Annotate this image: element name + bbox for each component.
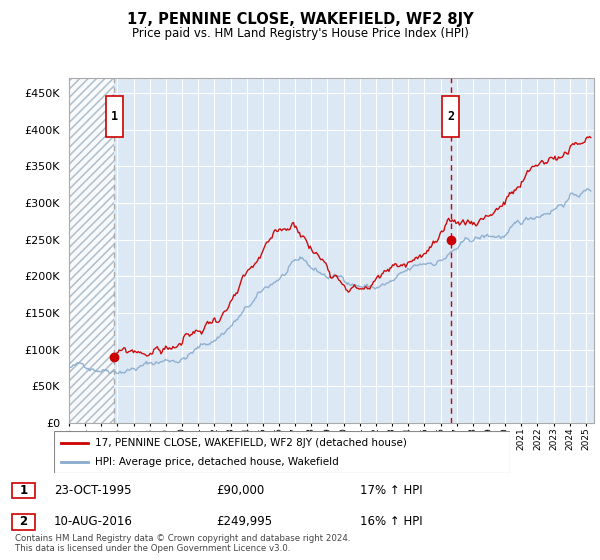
Text: 2: 2 bbox=[447, 110, 454, 123]
Text: 17% ↑ HPI: 17% ↑ HPI bbox=[360, 484, 422, 497]
FancyBboxPatch shape bbox=[106, 96, 123, 137]
Text: £249,995: £249,995 bbox=[216, 515, 272, 529]
Bar bbox=[69, 78, 115, 423]
Text: 17, PENNINE CLOSE, WAKEFIELD, WF2 8JY: 17, PENNINE CLOSE, WAKEFIELD, WF2 8JY bbox=[127, 12, 473, 27]
Bar bbox=[69, 78, 115, 423]
Text: HPI: Average price, detached house, Wakefield: HPI: Average price, detached house, Wake… bbox=[95, 457, 339, 467]
Text: 23-OCT-1995: 23-OCT-1995 bbox=[54, 484, 131, 497]
Text: 1: 1 bbox=[19, 484, 28, 497]
FancyBboxPatch shape bbox=[442, 96, 460, 137]
Bar bbox=[69, 78, 115, 423]
Text: Price paid vs. HM Land Registry's House Price Index (HPI): Price paid vs. HM Land Registry's House … bbox=[131, 27, 469, 40]
Text: 2: 2 bbox=[19, 515, 28, 529]
Text: £90,000: £90,000 bbox=[216, 484, 264, 497]
Text: 10-AUG-2016: 10-AUG-2016 bbox=[54, 515, 133, 529]
Text: Contains HM Land Registry data © Crown copyright and database right 2024.
This d: Contains HM Land Registry data © Crown c… bbox=[15, 534, 350, 553]
Text: 17, PENNINE CLOSE, WAKEFIELD, WF2 8JY (detached house): 17, PENNINE CLOSE, WAKEFIELD, WF2 8JY (d… bbox=[95, 437, 407, 447]
Text: 1: 1 bbox=[111, 110, 118, 123]
Text: 16% ↑ HPI: 16% ↑ HPI bbox=[360, 515, 422, 529]
